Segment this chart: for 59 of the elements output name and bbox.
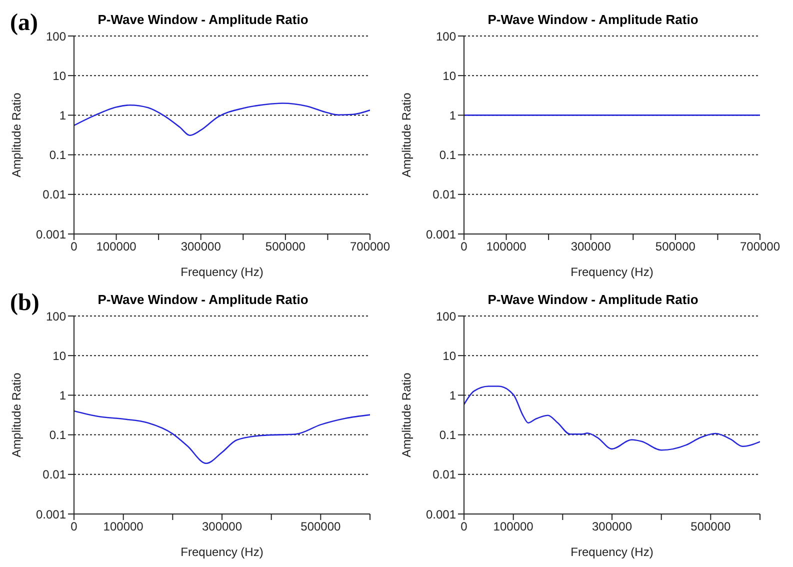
y-tick-label: 100 [436, 309, 456, 324]
y-tick-label: 0.1 [49, 428, 66, 442]
x-tick-label: 500000 [690, 520, 732, 534]
text: (a) [10, 10, 38, 37]
y-tick-label: 0.001 [426, 227, 456, 242]
y-tick-label: 10 [442, 348, 456, 363]
x-axis-title: Frequency (Hz) [570, 265, 654, 279]
y-tick-label: 0.01 [42, 468, 66, 482]
y-axis-title: Amplitude Ratio [9, 372, 24, 458]
x-tick-label: 0 [70, 520, 78, 534]
y-tick-label: 0.1 [439, 428, 456, 442]
y-axis-title: Amplitude Ratio [9, 92, 24, 178]
y-tick-label: 1 [449, 388, 456, 402]
x-axis-title: Frequency (Hz) [570, 545, 654, 559]
x-tick-label: 100000 [486, 240, 527, 254]
line-series [464, 386, 760, 451]
y-tick-label: 0.01 [432, 188, 456, 202]
y-axis-title: Amplitude Ratio [399, 92, 414, 178]
x-tick-label: 300000 [202, 520, 242, 534]
y-axis-title: Amplitude Ratio [399, 372, 414, 458]
y-tick-label: 100 [46, 29, 66, 44]
x-tick-label: 0 [70, 240, 78, 254]
text: (b) [10, 290, 40, 317]
x-axis-title: Frequency (Hz) [180, 265, 264, 279]
x-tick-label: 0 [460, 520, 468, 534]
x-tick-label: 300000 [180, 240, 222, 254]
y-tick-label: 1 [449, 108, 456, 122]
line-series [74, 410, 370, 464]
y-tick-label: 0.001 [426, 507, 456, 522]
chart-title: P-Wave Window - Amplitude Ratio [98, 292, 308, 307]
x-tick-label: 300000 [592, 520, 632, 534]
chart-title: P-Wave Window - Amplitude Ratio [98, 12, 308, 27]
x-tick-label: 100000 [96, 240, 137, 254]
x-tick-label: 0 [460, 240, 468, 254]
y-tick-label: 1 [59, 108, 66, 122]
y-tick-label: 100 [46, 309, 66, 324]
chart-title: P-Wave Window - Amplitude Ratio [486, 292, 700, 307]
x-tick-label: 100000 [103, 520, 144, 534]
y-tick-label: 100 [436, 29, 456, 44]
y-tick-label: 0.001 [36, 227, 66, 242]
x-tick-label: 500000 [300, 520, 342, 534]
x-tick-label: 300000 [570, 240, 612, 254]
chart-title: P-Wave Window - Amplitude Ratio [486, 12, 700, 27]
x-tick-label: 100000 [493, 520, 534, 534]
x-tick-label: 500000 [265, 240, 306, 254]
x-tick-label: 500000 [655, 240, 696, 254]
y-tick-label: 0.01 [42, 188, 66, 202]
y-tick-label: 10 [52, 348, 66, 363]
line-series [74, 102, 370, 136]
y-tick-label: 10 [442, 68, 456, 83]
x-tick-label: 700000 [350, 240, 390, 254]
y-tick-label: 0.1 [439, 148, 456, 162]
y-tick-label: 1 [59, 388, 66, 402]
y-tick-label: 0.01 [432, 468, 456, 482]
x-tick-label: 700000 [740, 240, 780, 254]
x-axis-title: Frequency (Hz) [180, 545, 264, 559]
y-tick-label: 0.001 [36, 507, 66, 522]
y-tick-label: 10 [52, 68, 66, 83]
y-tick-label: 0.1 [49, 148, 66, 162]
